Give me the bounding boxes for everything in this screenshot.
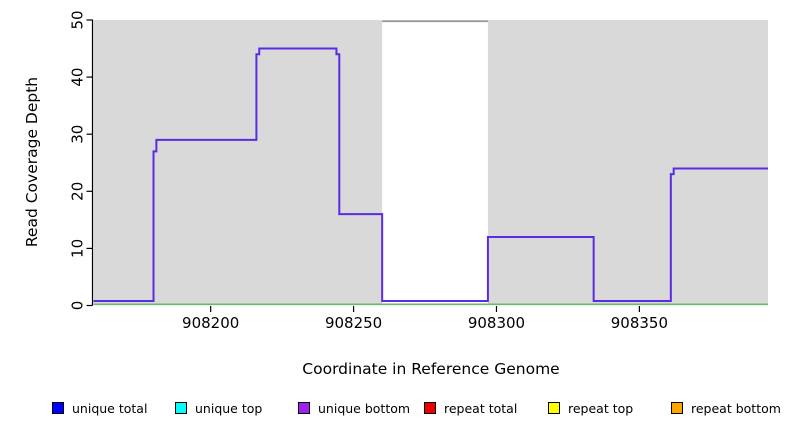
y-axis-tick-label: 0 (69, 301, 87, 311)
legend-item-repeat-total: repeat total (424, 399, 517, 417)
x-axis-tick-label: 908300 (468, 314, 525, 332)
x-axis-tick-label: 908250 (325, 314, 382, 332)
y-axis-tick-label: 40 (69, 68, 87, 87)
legend-item-unique-total: unique total (52, 399, 147, 417)
legend-label: repeat total (444, 400, 518, 416)
legend-item-unique-top: unique top (175, 399, 262, 417)
legend-swatch-icon (175, 402, 187, 414)
y-axis-tick-label: 50 (69, 10, 87, 29)
legend-swatch-icon (52, 402, 64, 414)
x-axis-tick-label: 908350 (611, 314, 668, 332)
y-axis-tick-label: 20 (69, 182, 87, 201)
legend-label: unique total (72, 400, 148, 416)
legend-item-repeat-top: repeat top (548, 399, 633, 417)
x-axis-tick-label: 908200 (182, 314, 239, 332)
y-axis-tick-label: 10 (69, 239, 87, 258)
legend-swatch-icon (671, 402, 683, 414)
repeat-region-band (382, 20, 488, 305)
chart-legend: unique total unique top unique bottom repea… (0, 399, 792, 419)
unique-coverage-line (93, 47, 768, 302)
y-axis-tick-label: 30 (69, 125, 87, 144)
y-axis-title: Read Coverage Depth (23, 76, 41, 248)
legend-item-repeat-bottom: repeat bottom (671, 399, 781, 417)
legend-label: unique bottom (318, 400, 411, 416)
legend-label: repeat top (568, 400, 634, 416)
legend-swatch-icon (548, 402, 560, 414)
legend-swatch-icon (424, 402, 436, 414)
legend-label: repeat bottom (691, 400, 781, 416)
x-axis-title: Coordinate in Reference Genome (302, 360, 560, 378)
legend-item-unique-bottom: unique bottom (298, 399, 410, 417)
legend-swatch-icon (298, 402, 310, 414)
legend-label: unique top (195, 400, 263, 416)
